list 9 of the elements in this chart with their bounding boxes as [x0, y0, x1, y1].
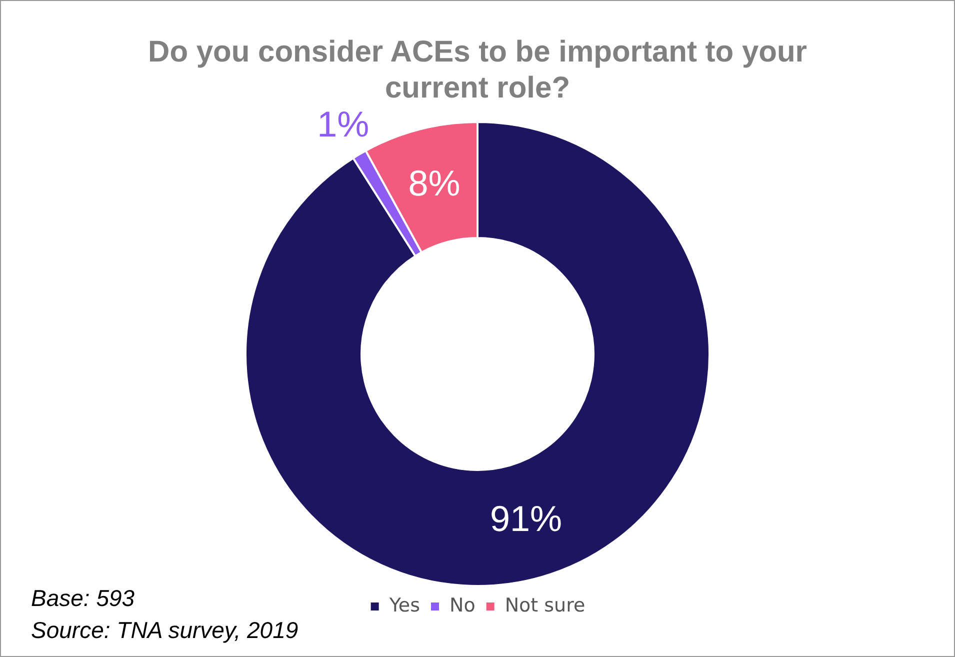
- data-label: 91%: [490, 498, 562, 540]
- legend-label: Not sure: [504, 594, 586, 616]
- data-label: 1%: [317, 104, 370, 145]
- chart-title: Do you consider ACEs to be important to your current role?: [148, 35, 808, 104]
- text: Base: 593: [31, 584, 136, 613]
- legend-label: Yes: [388, 594, 420, 616]
- source-note: Source: TNA survey, 2019: [31, 616, 298, 645]
- legend-label: No: [449, 594, 476, 616]
- data-label: 8%: [408, 162, 460, 204]
